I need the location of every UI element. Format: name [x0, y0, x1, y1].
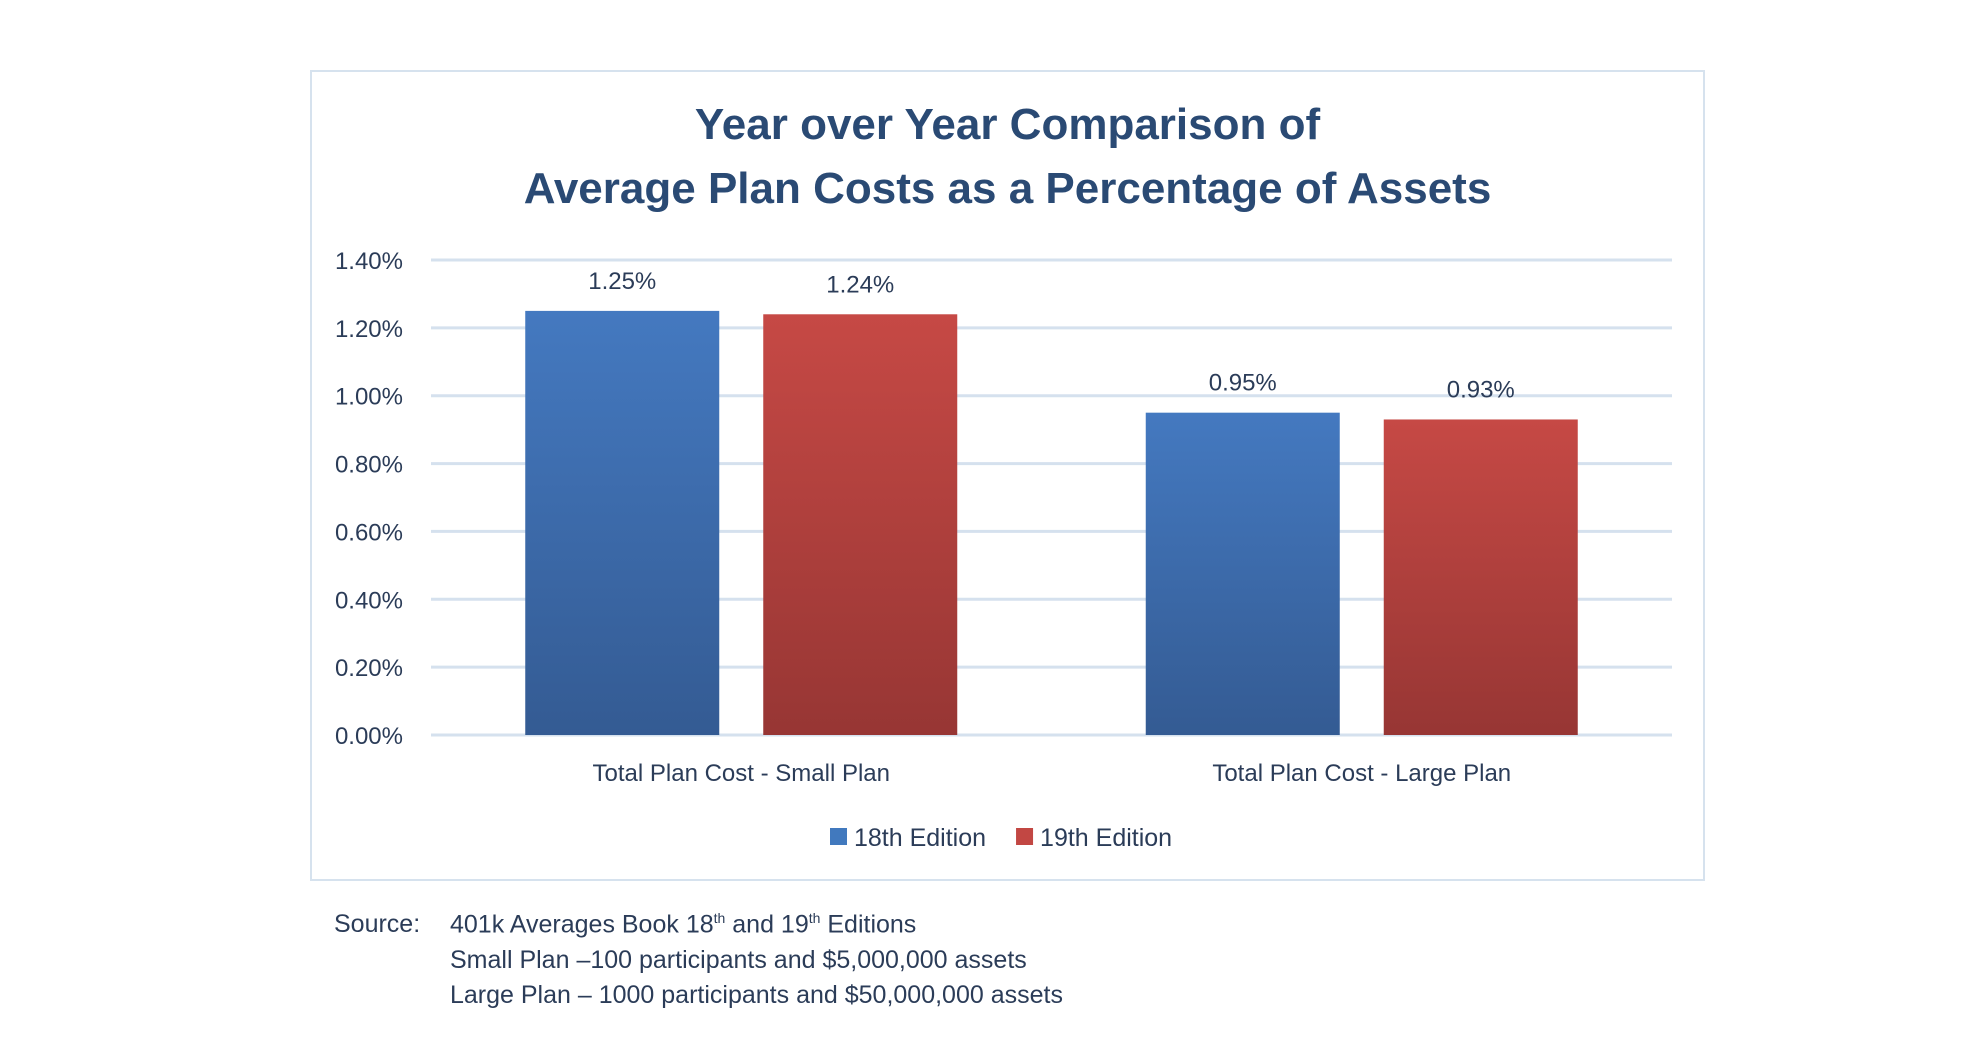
y-tick-label: 0.20%: [335, 655, 403, 682]
chart-title-line-1: Year over Year Comparison of: [694, 100, 1321, 149]
legend-label: 19th Edition: [1040, 824, 1172, 852]
y-tick-label: 1.40%: [335, 248, 403, 275]
legend-swatch: [830, 828, 847, 845]
source-text: and 19: [725, 910, 809, 939]
legend-label: 18th Edition: [854, 824, 986, 852]
x-category-label: Total Plan Cost - Small Plan: [593, 760, 890, 787]
source-text: 401k Averages Book 18: [450, 910, 714, 939]
x-category-label: Total Plan Cost - Large Plan: [1212, 760, 1511, 787]
data-label: 1.24%: [826, 271, 894, 298]
data-label: 1.25%: [588, 268, 656, 295]
superscript: th: [808, 910, 821, 926]
bar: [763, 314, 958, 735]
y-tick-label: 0.40%: [335, 587, 403, 614]
y-tick-label: 1.00%: [335, 384, 403, 411]
superscript: th: [713, 910, 726, 926]
data-label: 0.95%: [1209, 370, 1277, 397]
y-tick-label: 0.80%: [335, 452, 403, 479]
chart-title-line-2: Average Plan Costs as a Percentage of As…: [523, 164, 1492, 213]
y-tick-label: 0.60%: [335, 519, 403, 546]
source-label: Source:: [334, 910, 421, 938]
y-tick-label: 0.00%: [335, 723, 403, 750]
data-label: 0.93%: [1447, 376, 1515, 403]
source-text: Editions: [820, 910, 917, 939]
y-tick-label: 1.20%: [335, 316, 403, 343]
source-line-3: Large Plan – 1000 participants and $50,0…: [450, 981, 1063, 1009]
bar: [1145, 412, 1340, 735]
chart-frame: [310, 70, 1705, 881]
source-line-2: Small Plan –100 participants and $5,000,…: [450, 946, 1027, 974]
bar: [525, 310, 720, 735]
source-line-1: 401k Averages Book 18th and 19th Edition…: [450, 910, 916, 939]
legend-swatch: [1016, 828, 1034, 845]
bar: [1383, 419, 1578, 735]
